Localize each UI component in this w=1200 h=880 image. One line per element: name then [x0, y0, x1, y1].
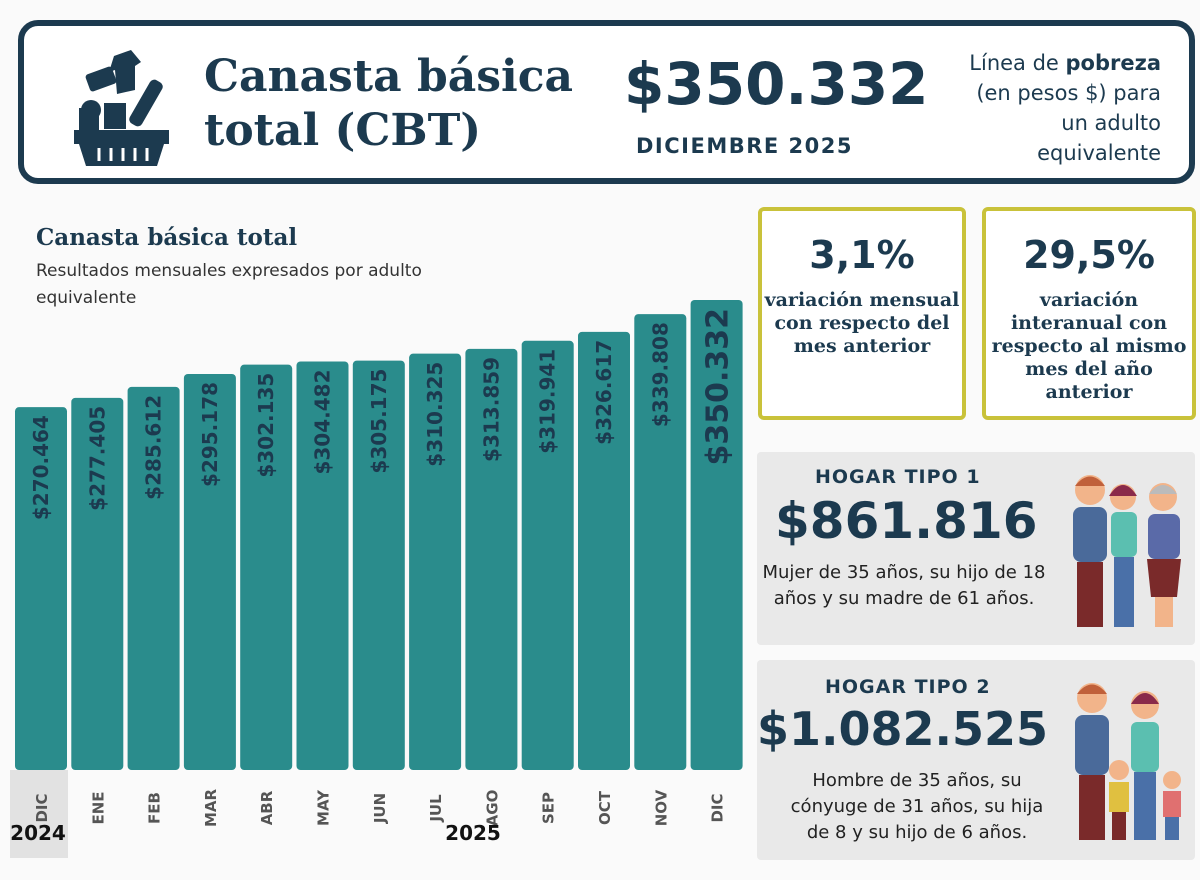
- bar-value-label: $310.325: [423, 362, 447, 467]
- monthly-variation-value: 3,1%: [809, 233, 915, 277]
- bar-3: [183, 373, 236, 770]
- page-title: Canasta básica total (CBT): [204, 50, 573, 158]
- monthly-variation-card: 3,1% variación mensual con respecto del …: [758, 207, 966, 420]
- x-tick-label: DIC: [33, 793, 51, 822]
- monthly-variation-desc: variación mensual con respecto del mes a…: [764, 289, 960, 357]
- bar-value-label: $326.617: [592, 340, 616, 445]
- cbt-period: DICIEMBRE 2025: [636, 134, 853, 158]
- hogar-1-desc: Mujer de 35 años, su hijo de 18 años y s…: [762, 562, 1046, 609]
- family-illustration-icon: [1075, 683, 1181, 840]
- hogar-1-amount: $861.816: [775, 492, 1038, 550]
- chart-subtitle: Resultados mensuales expresados por adul…: [36, 261, 422, 308]
- x-tick-label: MAY: [315, 789, 333, 826]
- bar-7: [409, 353, 462, 770]
- bar-0: [15, 407, 67, 770]
- bar-value-label: $295.178: [198, 382, 222, 487]
- poverty-line-caption: Línea de pobreza (en pesos $) para un ad…: [961, 48, 1161, 168]
- yearly-variation-value: 29,5%: [1023, 233, 1155, 277]
- hogar-tipo-1-card: HOGAR TIPO 1 $861.816 Mujer de 35 años, …: [757, 452, 1195, 645]
- yearly-variation-desc: variación interanual con respecto al mis…: [991, 289, 1187, 403]
- bar-value-label: $277.405: [85, 406, 109, 511]
- x-tick-label: SEP: [540, 792, 558, 824]
- yearly-variation-card: 29,5% variación interanual con respecto …: [982, 207, 1196, 420]
- x-tick-label: OCT: [596, 790, 614, 825]
- year-label-2025: 2025: [445, 821, 501, 845]
- chart-title: Canasta básica total: [36, 224, 298, 251]
- bar-value-label: $339.808: [648, 322, 672, 427]
- x-tick-label: AGO: [483, 790, 501, 827]
- hogar-tipo-2-card: HOGAR TIPO 2 $1.082.525 Hombre de 35 año…: [757, 660, 1195, 860]
- x-tick-label: FEB: [146, 792, 164, 824]
- bar-value-label: $302.135: [254, 373, 278, 478]
- bar-9: [521, 340, 574, 770]
- year-label-2024: 2024: [10, 821, 66, 845]
- shopping-basket-icon: [74, 50, 169, 166]
- x-tick-label: NOV: [652, 789, 670, 826]
- cbt-price: $350.332: [624, 50, 929, 118]
- title-line-2: total (CBT): [204, 105, 482, 156]
- bar-value-label: $319.941: [536, 349, 560, 454]
- header-banner: Canasta básica total (CBT) $350.332 DICIE…: [18, 20, 1195, 184]
- bar-12: [690, 300, 743, 770]
- x-tick-label: ENE: [89, 791, 107, 824]
- x-tick-label: JUL: [427, 794, 445, 823]
- caption-pre: Línea de: [969, 51, 1066, 75]
- bar-10: [578, 331, 630, 770]
- bar-value-label: $313.859: [479, 357, 503, 462]
- hogar-2-amount: $1.082.525: [757, 702, 1049, 756]
- bar-2: [127, 386, 180, 770]
- bar-chart: $270.464 DIC $277.405 ENE $285.612 FEB $295.17…: [10, 300, 743, 858]
- bar-1: [71, 397, 124, 770]
- hogar-2-label: HOGAR TIPO 2: [825, 676, 991, 698]
- x-tick-label: MAR: [202, 789, 220, 828]
- bar-6: [352, 360, 405, 770]
- x-tick-label: JUN: [371, 793, 389, 824]
- x-tick-label: ABR: [258, 790, 276, 825]
- x-tick-label: DIC: [709, 793, 727, 822]
- bar-value-label: $305.175: [367, 369, 391, 474]
- caption-bold: pobreza: [1065, 51, 1161, 75]
- bar-value-label: $304.482: [311, 370, 335, 475]
- bar-5: [296, 361, 349, 770]
- family-illustration-icon: [1073, 475, 1181, 627]
- title-line-1: Canasta básica: [204, 51, 574, 102]
- bar-11: [634, 314, 687, 770]
- bar-4: [240, 364, 293, 770]
- caption-post: (en pesos $) para un adulto equivalente: [976, 81, 1161, 165]
- hogar-2-desc: Hombre de 35 años, su cónyuge de 31 años…: [790, 770, 1044, 843]
- hogar-1-label: HOGAR TIPO 1: [815, 466, 981, 488]
- year-2024-highlight: [10, 770, 68, 858]
- bar-value-label: $350.332: [701, 308, 736, 466]
- bar-value-label: $270.464: [29, 415, 53, 520]
- bar-value-label: $285.612: [142, 395, 166, 500]
- bar-8: [465, 348, 518, 770]
